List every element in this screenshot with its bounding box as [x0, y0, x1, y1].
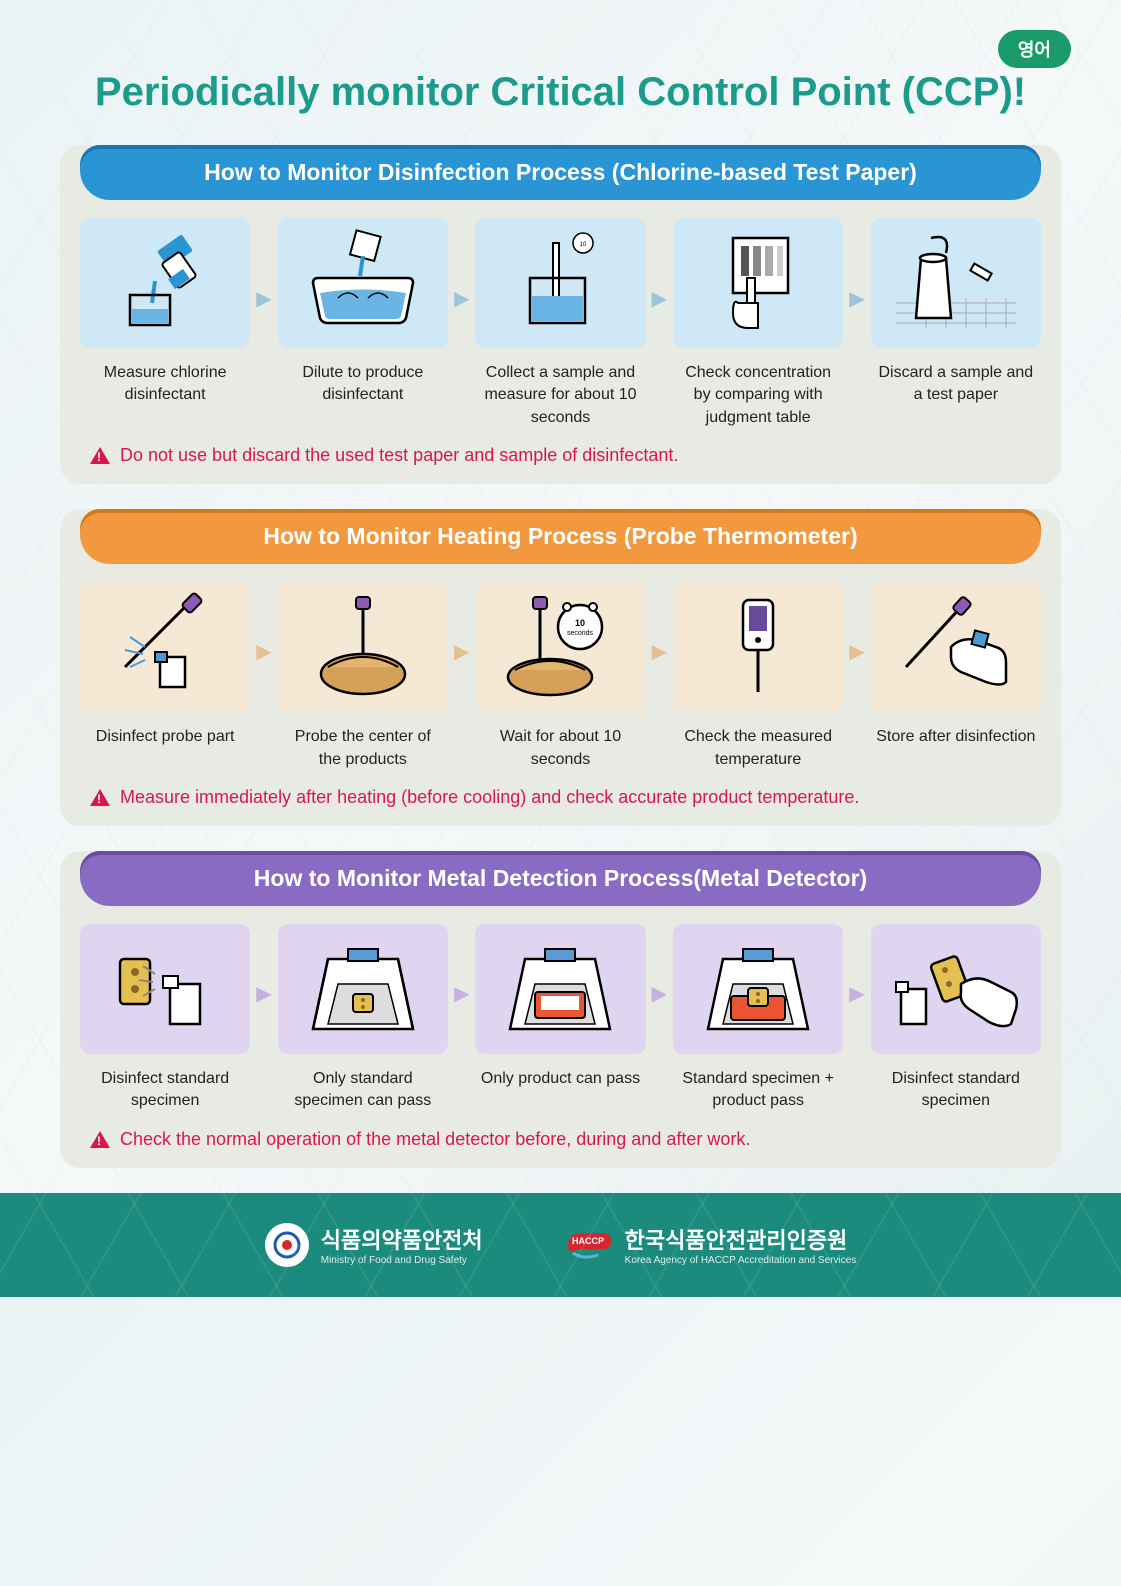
- step-icon-probe-center: [278, 582, 448, 712]
- metal-panel: How to Monitor Metal Detection Process(M…: [60, 851, 1061, 1168]
- step-item: Disinfect standard specimen: [871, 924, 1041, 1113]
- page-title: Periodically monitor Critical Control Po…: [0, 0, 1121, 145]
- step-label: Disinfect standard specimen: [871, 1068, 1041, 1113]
- warning-row: Do not use but discard the used test pap…: [60, 439, 1061, 466]
- svg-text:seconds: seconds: [567, 630, 594, 637]
- step-label: Disinfect standard specimen: [80, 1068, 250, 1113]
- arrow-icon: ▶: [454, 981, 469, 1006]
- arrow-icon: ▶: [256, 639, 271, 664]
- step-item: Check the measured temperature: [673, 582, 843, 771]
- org2-en: Korea Agency of HACCP Accreditation and …: [625, 1255, 857, 1266]
- warning-text: Do not use but discard the used test pap…: [120, 445, 678, 466]
- warning-row: Check the normal operation of the metal …: [60, 1123, 1061, 1150]
- step-icon-specimen-pass: [278, 924, 448, 1054]
- step-item: Standard specimen + product pass: [673, 924, 843, 1113]
- arrow-icon: ▶: [652, 639, 667, 664]
- svg-text:10: 10: [580, 242, 587, 248]
- step-item: Check concentration by comparing with ju…: [673, 218, 843, 429]
- step-item: Disinfect probe part: [80, 582, 250, 748]
- step-icon-dilute: [278, 218, 448, 348]
- step-icon-sample: 10: [475, 218, 645, 348]
- step-item: Discard a sample and a test paper: [871, 218, 1041, 407]
- steps-row: Measure chlorine disinfectant ▶ Dilute t…: [60, 200, 1061, 439]
- disinfection-panel: How to Monitor Disinfection Process (Chl…: [60, 145, 1061, 484]
- step-label: Only standard specimen can pass: [278, 1068, 448, 1113]
- warning-text: Check the normal operation of the metal …: [120, 1129, 750, 1150]
- step-icon-compare: [673, 218, 843, 348]
- step-item: Only standard specimen can pass: [278, 924, 448, 1113]
- step-icon-store: [871, 582, 1041, 712]
- step-icon-disinfect-specimen: [80, 924, 250, 1054]
- panel-header: How to Monitor Metal Detection Process(M…: [80, 851, 1041, 906]
- arrow-icon: ▶: [454, 286, 469, 311]
- warning-icon: [90, 789, 110, 806]
- step-icon-disinfect-probe: [80, 582, 250, 712]
- step-icon-both-pass: [673, 924, 843, 1054]
- step-label: Check concentration by comparing with ju…: [673, 362, 843, 429]
- arrow-icon: ▶: [454, 639, 469, 664]
- heating-panel: How to Monitor Heating Process (Probe Th…: [60, 509, 1061, 826]
- step-label: Collect a sample and measure for about 1…: [475, 362, 645, 429]
- step-item: Store after disinfection: [871, 582, 1041, 748]
- arrow-icon: ▶: [256, 286, 271, 311]
- step-item: Probe the center of the products: [278, 582, 448, 771]
- step-item: Disinfect standard specimen: [80, 924, 250, 1113]
- step-label: Measure chlorine disinfectant: [80, 362, 250, 407]
- step-label: Probe the center of the products: [278, 726, 448, 771]
- warning-row: Measure immediately after heating (befor…: [60, 781, 1061, 808]
- step-icon-discard: [871, 218, 1041, 348]
- step-item: 10 Collect a sample and measure for abou…: [475, 218, 645, 429]
- arrow-icon: ▶: [256, 981, 271, 1006]
- step-item: Measure chlorine disinfectant: [80, 218, 250, 407]
- step-item: 10 seconds Wait for about 10 seconds: [475, 582, 645, 771]
- step-icon-product-pass: [475, 924, 645, 1054]
- step-label: Only product can pass: [475, 1068, 645, 1090]
- warning-icon: [90, 1131, 110, 1148]
- step-item: Dilute to produce disinfectant: [278, 218, 448, 407]
- org1-en: Ministry of Food and Drug Safety: [321, 1255, 483, 1266]
- step-icon-wait: 10 seconds: [475, 582, 645, 712]
- steps-row: Disinfect standard specimen ▶ Only stand…: [60, 906, 1061, 1123]
- warning-text: Measure immediately after heating (befor…: [120, 787, 859, 808]
- svg-text:10: 10: [575, 618, 585, 628]
- panel-header: How to Monitor Disinfection Process (Chl…: [80, 145, 1041, 200]
- warning-icon: [90, 447, 110, 464]
- step-label: Disinfect probe part: [80, 726, 250, 748]
- step-label: Standard specimen + product pass: [673, 1068, 843, 1113]
- step-label: Discard a sample and a test paper: [871, 362, 1041, 407]
- steps-row: Disinfect probe part ▶ Probe the center …: [60, 564, 1061, 781]
- step-label: Check the measured temperature: [673, 726, 843, 771]
- step-label: Store after disinfection: [871, 726, 1041, 748]
- step-icon-check-temp: [673, 582, 843, 712]
- step-icon-disinfect-specimen-2: [871, 924, 1041, 1054]
- step-label: Wait for about 10 seconds: [475, 726, 645, 771]
- step-label: Dilute to produce disinfectant: [278, 362, 448, 407]
- arrow-icon: ▶: [849, 286, 864, 311]
- arrow-icon: ▶: [652, 286, 667, 311]
- step-item: Only product can pass: [475, 924, 645, 1090]
- panel-header: How to Monitor Heating Process (Probe Th…: [80, 509, 1041, 564]
- arrow-icon: ▶: [849, 639, 864, 664]
- arrow-icon: ▶: [652, 981, 667, 1006]
- step-icon-pour: [80, 218, 250, 348]
- arrow-icon: ▶: [849, 981, 864, 1006]
